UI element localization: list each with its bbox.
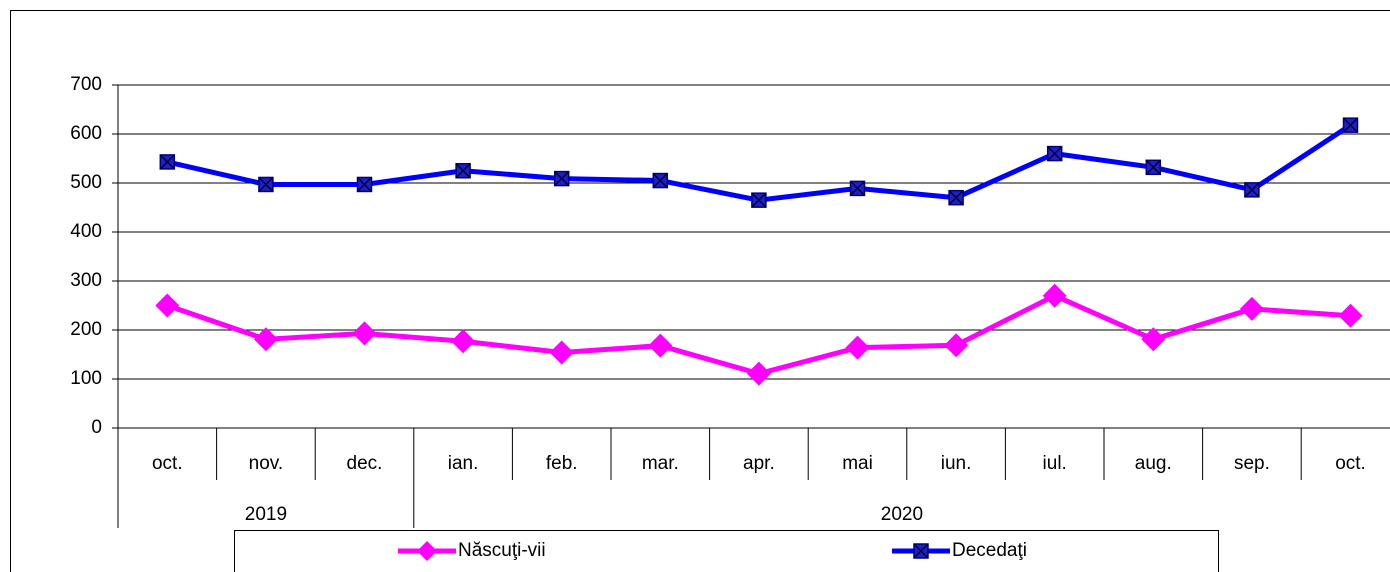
marker — [455, 163, 471, 179]
marker — [1244, 182, 1260, 198]
marker-cross — [258, 176, 274, 193]
legend-box — [234, 530, 1219, 572]
marker-cross — [1244, 182, 1260, 198]
marker — [451, 329, 476, 354]
legend-label: Decedaţi — [952, 540, 1027, 561]
x-tick-label: sep. — [1234, 453, 1270, 474]
marker-cross — [356, 176, 373, 193]
marker-cross — [1047, 146, 1063, 162]
series-line — [166, 123, 1352, 203]
y-tick-label: 500 — [70, 172, 102, 193]
marker — [1042, 283, 1067, 308]
y-tick-label: 200 — [70, 319, 102, 340]
y-tick-label: 300 — [70, 270, 102, 291]
legend-label: Născuţi-vii — [458, 540, 546, 561]
marker-cross — [1342, 117, 1359, 133]
marker — [352, 321, 377, 346]
legend-marker — [417, 541, 437, 561]
y-tick-label: 700 — [70, 74, 102, 95]
marker-cross — [1145, 159, 1161, 175]
marker-cross — [159, 154, 175, 170]
x-tick-label: nov. — [249, 453, 284, 474]
legend-marker-cross — [913, 543, 929, 559]
x-tick-label: mar. — [642, 453, 679, 474]
y-tick-label: 100 — [70, 368, 102, 389]
marker — [553, 170, 570, 187]
group-label: 2019 — [245, 504, 287, 525]
x-tick-label: iun. — [941, 453, 972, 474]
marker — [155, 293, 180, 318]
marker-cross — [455, 163, 471, 179]
marker-cross — [751, 192, 767, 208]
x-tick-label: aug. — [1135, 453, 1172, 474]
marker — [1145, 159, 1162, 176]
y-tick-label: 600 — [70, 123, 102, 144]
x-tick-label: dec. — [347, 453, 383, 474]
marker — [1046, 145, 1063, 162]
marker — [948, 189, 964, 206]
marker — [648, 333, 673, 358]
chart-frame — [10, 10, 1390, 572]
marker — [849, 180, 866, 197]
marker — [258, 176, 274, 193]
marker — [1338, 303, 1363, 328]
marker-cross — [652, 173, 668, 189]
marker — [1239, 296, 1264, 321]
marker — [549, 340, 574, 365]
x-tick-label: iul. — [1043, 453, 1067, 474]
x-tick-label: ian. — [448, 453, 479, 474]
group-label: 2020 — [881, 504, 923, 525]
marker — [356, 176, 373, 193]
marker — [751, 192, 767, 208]
marker — [253, 327, 278, 352]
y-tick-label: 400 — [70, 221, 102, 242]
x-tick-label: feb. — [546, 453, 578, 474]
marker — [746, 361, 771, 386]
marker — [944, 333, 969, 358]
marker — [1141, 327, 1166, 352]
marker — [159, 154, 176, 170]
x-tick-label: mai — [842, 453, 873, 474]
marker — [845, 335, 870, 360]
x-tick-label: oct. — [152, 453, 183, 474]
marker-cross — [554, 171, 570, 187]
marker — [652, 172, 669, 189]
x-tick-label: apr. — [743, 453, 775, 474]
x-tick-label: oct. — [1335, 453, 1366, 474]
marker — [1342, 117, 1359, 133]
marker-cross — [948, 190, 964, 206]
y-tick-label: 0 — [91, 417, 102, 438]
marker-cross — [849, 180, 866, 196]
